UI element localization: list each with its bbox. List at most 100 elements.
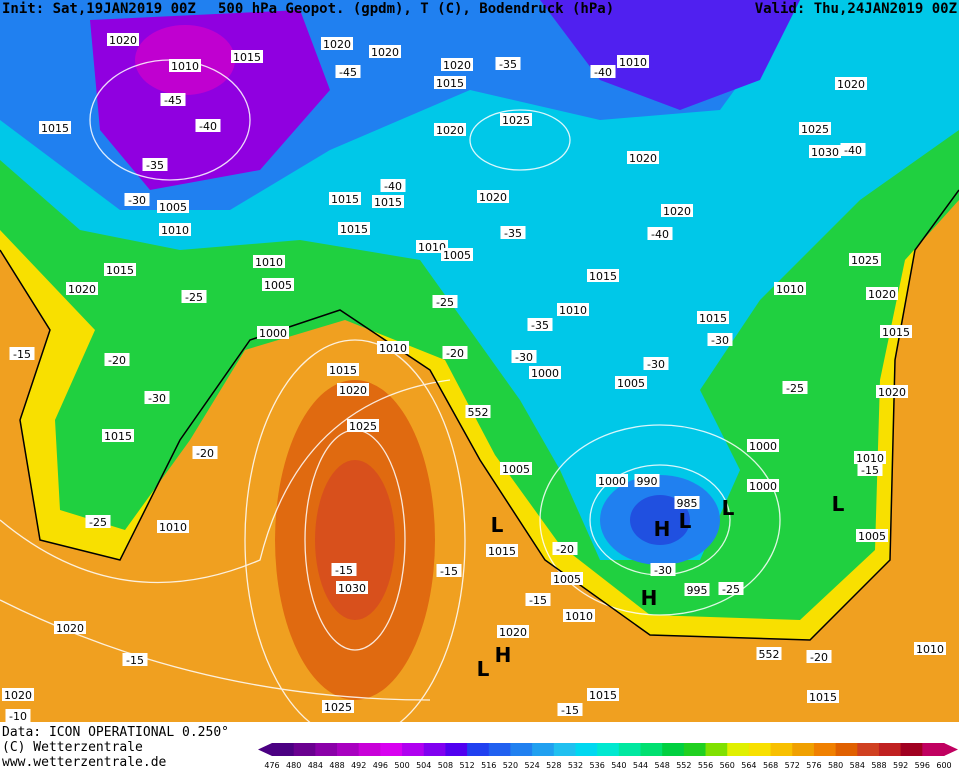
colorbar-swatch [792,743,815,756]
isobar-label: -30 [647,358,665,371]
isobar-label: 1025 [324,701,352,714]
isobar-label-bg [54,621,86,634]
isobar-label: 1015 [104,430,132,443]
isobar-label: 1015 [436,77,464,90]
isobar-label: -40 [199,120,217,133]
isobar-label-bg [157,520,189,533]
isobar-label-bg [527,318,553,331]
isobar-label: 1015 [340,223,368,236]
isobar-label-bg [434,123,466,136]
isobar-label-bg [854,451,886,464]
isobar-label: 1005 [264,279,292,292]
isobar-label: -40 [651,228,669,241]
colorbar-label: 516 [481,761,496,770]
isobar-label-bg [192,446,218,459]
isobar-label-bg [500,226,526,239]
colorbar-swatch [683,743,707,756]
colorbar-swatch [922,743,945,756]
isobar-label: -35 [146,159,164,172]
isobar-label: 1015 [589,270,617,283]
colorbar-label: 512 [459,761,474,770]
colorbar-label: 572 [785,761,800,770]
isobar-label-bg [436,564,462,577]
isobar-label: -20 [556,543,574,556]
isobar-label: 995 [687,584,708,597]
colorbar-swatch [813,743,837,756]
isobar-label: 552 [468,406,489,419]
colorbar-swatch [618,743,642,756]
pressure-center: H [654,517,671,541]
isobar-label: -20 [810,651,828,664]
isobar-label: -30 [515,351,533,364]
isobar-label: -35 [499,58,517,71]
colorbar-swatch [510,743,533,756]
isobar-label-bg [102,429,134,442]
pressure-center: L [477,657,490,681]
isobar-label: -45 [164,94,182,107]
colorbar-swatch [488,743,511,756]
isobar-label-bg [160,93,186,106]
isobar-label: -30 [711,334,729,347]
isobar-label: 985 [677,497,698,510]
isobar-label-bg [85,515,111,528]
isobar-label: 1025 [801,123,829,136]
colorbar-swatch [597,743,620,756]
colorbar-swatch [705,743,728,756]
isobar-label: 1010 [161,224,189,237]
isobar-label-bg [434,76,466,89]
isobar-label-bg [799,122,831,135]
colorbar-swatch [358,743,381,756]
isobar-label-bg [195,119,221,132]
colorbar-label: 524 [524,761,539,770]
isobar-label: 1020 [68,283,96,296]
isobar-label: -30 [654,564,672,577]
isobar-label: 1025 [349,420,377,433]
isobar-label-bg [511,350,537,363]
isobar-label-bg [5,709,31,722]
isobar-label: 990 [637,475,658,488]
colorbar-label: 508 [438,761,453,770]
colorbar-label: 520 [503,761,518,770]
isobar-label-bg [335,65,361,78]
isobar-label: -25 [89,516,107,529]
isobar-label-bg [596,474,628,487]
isobar-label: 1000 [749,440,777,453]
isobar-label: 1020 [663,205,691,218]
colorbar-swatch [640,743,663,756]
isobar-label: -15 [861,464,879,477]
isobar-label: 1010 [559,304,587,317]
isobar-label: -40 [384,180,402,193]
isobar-label-bg [442,346,468,359]
isobar-label-bg [857,463,883,476]
isobar-label-bg [253,255,285,268]
isobar-label-bg [416,240,448,253]
colorbar-label: 496 [373,761,388,770]
isobar-label-bg [587,688,619,701]
colorbar-swatch [445,743,468,756]
isobar-label-bg [169,59,201,72]
isobar-label-bg [849,253,881,266]
isobar-label: 1010 [255,256,283,269]
isobar-label: 1020 [443,59,471,72]
isobar-label: -25 [786,382,804,395]
isobar-label-bg [587,269,619,282]
footer-data: Data: ICON OPERATIONAL 0.250° [2,725,229,740]
isobar-label: 1015 [233,51,261,64]
colorbar-label: 480 [286,761,301,770]
colorbar-label: 600 [936,761,951,770]
isobar-label-bg [181,290,207,303]
isobar-label: 1015 [41,122,69,135]
isobar-label-bg [39,121,71,134]
isobar-label: 1015 [589,689,617,702]
isobar-label: 1020 [56,622,84,635]
isobar-label-bg [840,143,866,156]
isobar-label-bg [718,582,744,595]
init-time: Init: Sat,19JAN2019 00Z [2,1,196,17]
pressure-center: L [832,492,845,516]
isobar-label-bg [432,295,458,308]
isobar-label: 1025 [502,114,530,127]
isobar-label-bg [590,65,616,78]
isobar-label: 1020 [868,288,896,301]
colorbar-swatch [467,743,490,756]
